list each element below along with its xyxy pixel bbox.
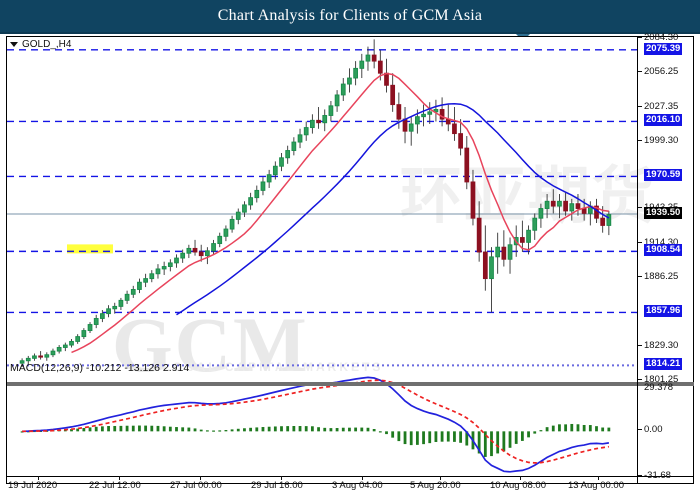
time-tick-mark [119,476,120,480]
time-tick-label: 19 Jul 2020 [8,480,58,491]
price-tick-label: 1999.30 [644,134,679,146]
chart-frame [6,36,694,484]
time-axis-labels: 19 Jul 2020 22 Jul 12:00 27 Jul 00:00 29 Ju… [0,476,700,500]
price-tick-label: 1829.30 [644,340,679,352]
time-tick-mark [200,476,201,480]
price-tick-label: 1801.25 [644,374,679,385]
price-tick-label: 1939.50 [644,206,683,219]
macd-tick-label: -31.68 [644,470,671,481]
time-tick-label: 13 Aug 00:00 [568,480,624,491]
time-tick-label: 29 Jul 16:00 [251,480,303,491]
tick-mark [638,37,642,38]
time-tick-label: 3 Aug 04:00 [332,480,383,491]
symbol-label[interactable]: GOLD_,H4 [10,38,71,51]
price-tick-label: 2075.39 [644,42,683,55]
time-tick-label: 10 Aug 08:00 [490,480,546,491]
tick-mark [638,242,642,244]
time-tick-label: 22 Jul 12:00 [89,480,141,491]
tick-mark [638,105,642,107]
price-tick-label: 1857.96 [644,305,683,318]
price-tick-label: 1908.54 [644,244,683,257]
price-axis-line [637,36,638,484]
symbol-text: GOLD_,H4 [22,39,72,50]
tick-mark [638,345,642,347]
price-tick-label: 2016.10 [644,114,683,127]
price-chart-canvas [7,39,637,473]
macd-tick-label: 0.00 [644,424,663,436]
price-tick-label: 2027.35 [644,100,679,112]
tick-mark [638,429,642,431]
pane-separator [7,382,637,386]
time-axis-line [6,476,694,477]
tick-mark [638,475,642,476]
price-tick-label: 2084.30 [644,32,679,43]
time-tick-mark [440,476,441,480]
price-tick-label: 2056.25 [644,65,679,77]
tick-mark [638,276,642,278]
price-scale[interactable]: 2084.30 2075.39 2056.25 2027.35 2016.10 1999.… [638,32,700,484]
macd-indicator-label: MACD(12,26,9) -10.212 -13.126 2.914 [10,362,190,374]
time-tick-mark [520,476,521,480]
price-tick-label: 1814.21 [644,358,683,371]
price-tick-label: 1886.25 [644,271,679,283]
header-bar: Chart Analysis for Clients of GCM Asia [0,0,700,32]
time-tick-mark [38,476,39,480]
tick-mark [638,379,642,380]
pane-separator-scale [638,382,694,386]
time-tick-mark [598,476,599,480]
header-divider [0,32,700,34]
time-tick-mark [281,476,282,480]
tick-mark [638,139,642,141]
tick-mark [638,207,642,209]
chevron-down-icon[interactable] [10,41,18,47]
page-title: Chart Analysis for Clients of GCM Asia [217,7,483,24]
price-tick-label: 1970.59 [644,169,683,182]
time-tick-label: 27 Jul 00:00 [170,480,222,491]
macd-tick-label: 29.378 [644,382,674,393]
tick-mark [638,70,642,72]
chart-plot-area[interactable] [7,37,637,483]
time-tick-mark [362,476,363,480]
time-tick-label: 5 Aug 20:00 [410,480,461,491]
price-tick-label: 1914.30 [644,237,679,249]
